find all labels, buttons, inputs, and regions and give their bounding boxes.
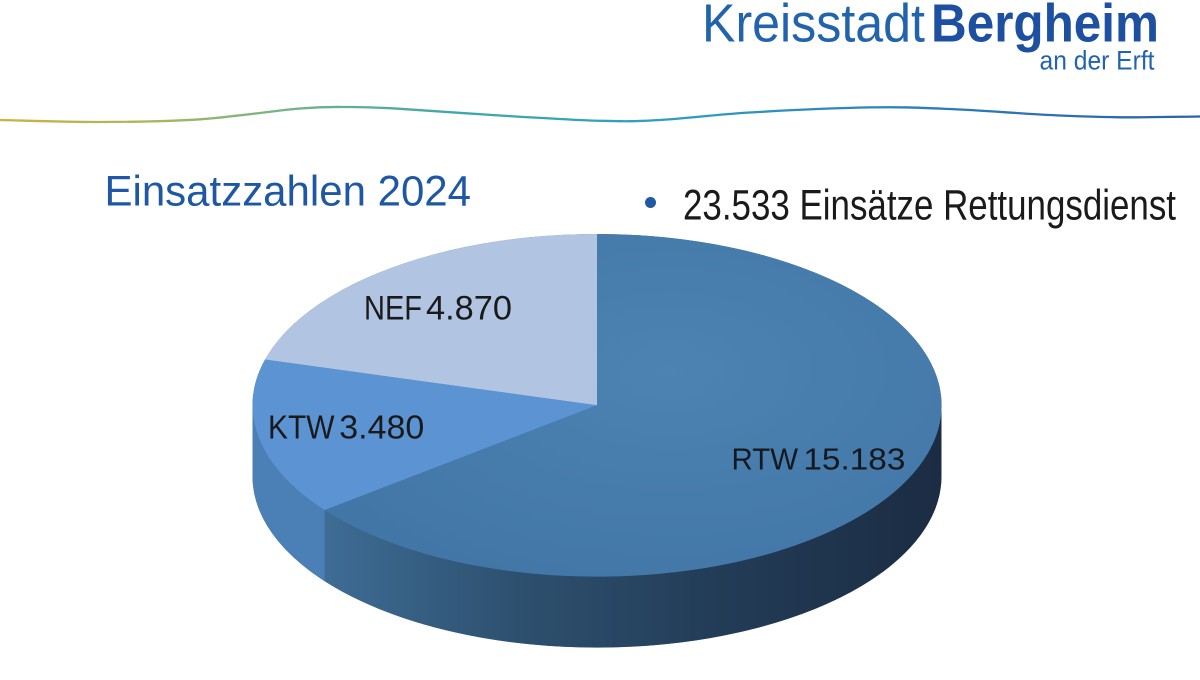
svg-text:Bergheim: Bergheim <box>931 0 1159 54</box>
svg-text:3.480: 3.480 <box>339 409 424 446</box>
svg-text:an der Erft: an der Erft <box>1040 46 1155 76</box>
svg-text:23.533 Einsätze Rettungsdienst: 23.533 Einsätze Rettungsdienst <box>683 181 1176 229</box>
svg-text:Kreisstadt: Kreisstadt <box>702 0 925 54</box>
svg-text:NEF: NEF <box>364 290 422 328</box>
svg-text:KTW: KTW <box>268 409 335 446</box>
svg-text:4.870: 4.870 <box>426 290 512 328</box>
svg-text:RTW: RTW <box>732 442 799 477</box>
svg-text:Einsatzzahlen 2024: Einsatzzahlen 2024 <box>105 168 472 216</box>
svg-text:15.183: 15.183 <box>803 442 905 477</box>
